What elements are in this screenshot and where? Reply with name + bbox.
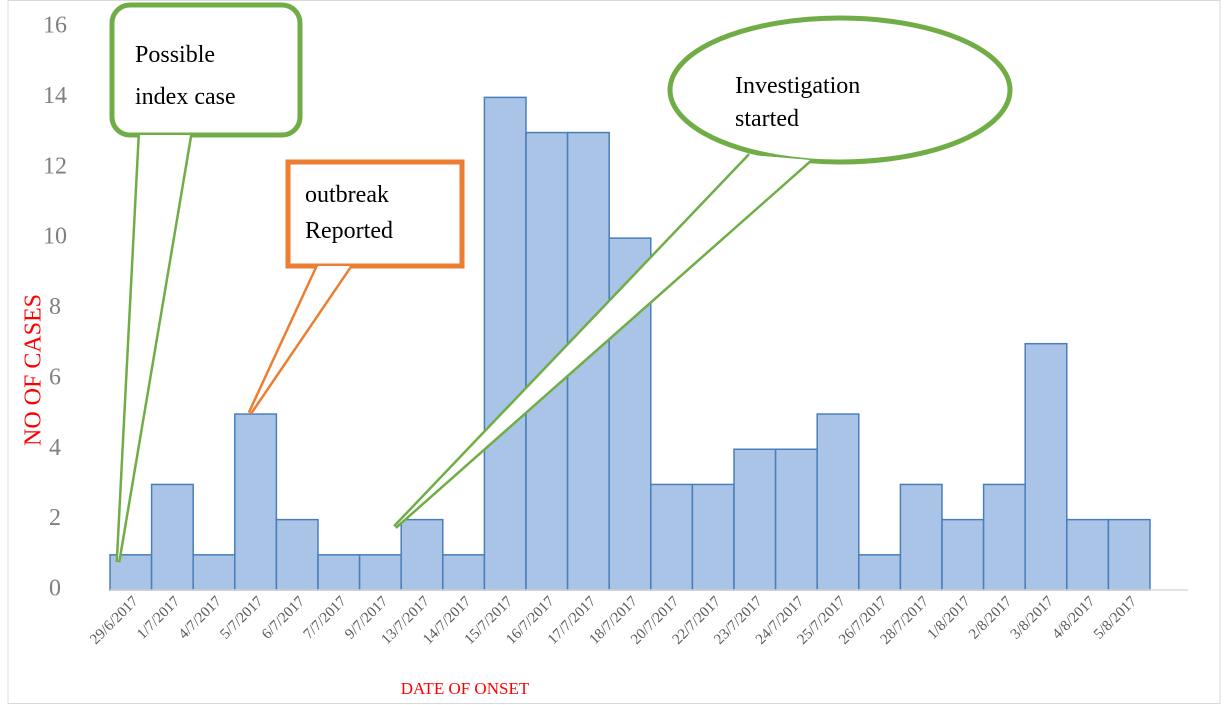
callout-text: started [735, 106, 799, 132]
bar [691, 483, 735, 591]
y-tick-label: 14 [43, 83, 67, 109]
callout-text: Investigation [735, 73, 860, 99]
y-tick-label: 16 [43, 13, 67, 39]
bar [275, 518, 319, 591]
y-tick-label: 8 [49, 294, 61, 320]
callout-box [109, 2, 303, 138]
callout-cover [118, 135, 190, 562]
y-tick-label: 0 [49, 576, 61, 602]
callout: Possible index case [109, 2, 303, 563]
callout-text: Reported [305, 218, 393, 244]
x-tick-label: 2/8/2017 [966, 593, 1015, 642]
callout-text: index case [135, 84, 236, 110]
y-tick-label: 12 [43, 153, 67, 179]
bar [150, 483, 194, 591]
bar [899, 483, 943, 591]
bar [1066, 518, 1110, 591]
callout-box [667, 15, 1013, 165]
bar [317, 554, 361, 591]
bar [858, 554, 902, 591]
callout-text: outbreak [305, 182, 389, 208]
y-tick-label: 2 [49, 505, 61, 531]
y-tick-label: 10 [43, 224, 67, 250]
x-tick-label: 3/8/2017 [1008, 593, 1057, 642]
x-axis-label: DATE OF ONSET [401, 679, 530, 698]
y-tick-label: 4 [49, 435, 61, 461]
bar [816, 413, 860, 591]
y-axis-label: NO OF CASES [21, 294, 47, 446]
chart-frame [7, 0, 1221, 704]
bar [982, 483, 1026, 591]
bar [1024, 342, 1068, 591]
x-tick-label: 5/8/2017 [1091, 593, 1140, 642]
x-tick-label: 5/7/2017 [217, 593, 266, 642]
y-tick-label: 6 [49, 364, 61, 390]
bar [400, 518, 444, 591]
callout-cover [250, 266, 350, 413]
x-tick-label: 1/7/2017 [134, 593, 183, 642]
bar [442, 554, 486, 591]
bar [941, 518, 985, 591]
x-tick-label: 7/7/2017 [301, 593, 350, 642]
bar [234, 413, 278, 591]
x-tick-label: 4/7/2017 [176, 593, 225, 642]
x-tick-label: 1/8/2017 [925, 593, 974, 642]
bar [774, 448, 818, 591]
x-tick-label: 6/7/2017 [259, 593, 308, 642]
bar [358, 554, 402, 591]
callout-text: Possible [135, 42, 215, 68]
bar [192, 554, 236, 591]
bar [650, 483, 694, 591]
bar [733, 448, 777, 591]
x-tick-label: 4/8/2017 [1049, 593, 1098, 642]
bar [483, 96, 527, 591]
bar [1107, 518, 1151, 591]
callout: Investigation started [393, 15, 1013, 529]
callout: outbreak Reported [247, 159, 465, 415]
x-tick-label: 29/6/2017 [87, 593, 142, 648]
callout-box [285, 159, 465, 269]
callout-cover [395, 155, 810, 527]
